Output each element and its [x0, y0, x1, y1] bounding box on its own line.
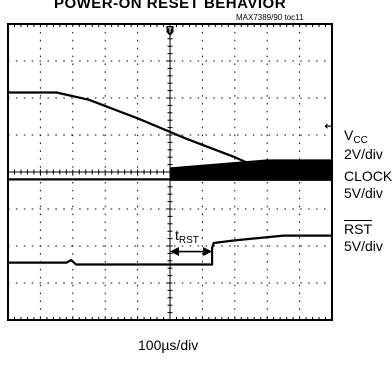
scope-traces	[8, 91, 332, 266]
trst-annotation-label: tRST	[175, 227, 199, 246]
rst-trace	[8, 234, 332, 266]
clock-scale: 5V/div	[344, 185, 383, 201]
clock-channel-label: CLOCK 5V/div	[344, 168, 392, 201]
rst-channel-label: RST 5V/div	[344, 221, 383, 254]
trst-arrow-left-icon	[170, 247, 179, 257]
figure-reference: MAX7389/90 toc11	[236, 13, 304, 22]
time-scale-label: 100µs/div	[138, 337, 199, 353]
rst-scale: 5V/div	[344, 238, 383, 254]
vcc-level-marker-icon: ←	[324, 119, 333, 132]
scope-annotations: T←	[166, 26, 334, 257]
vcc-scale: 2V/div	[344, 146, 383, 162]
chart-title: POWER-ON RESET BEHAVIOR	[53, 0, 287, 12]
trigger-marker-icon	[166, 26, 174, 36]
trst-arrow-right-icon	[203, 247, 213, 257]
trigger-marker-letter: T	[168, 28, 173, 35]
vcc-channel-label: VCC 2V/div	[344, 127, 383, 162]
clock-burst-trace	[170, 159, 332, 181]
